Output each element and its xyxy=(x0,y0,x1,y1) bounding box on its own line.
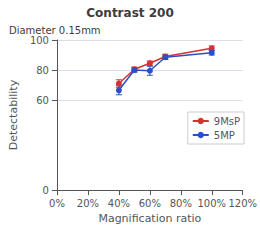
svg-text:20%: 20% xyxy=(77,198,99,209)
svg-text:100: 100 xyxy=(30,35,49,46)
svg-text:60: 60 xyxy=(36,95,49,106)
svg-text:Contrast 200: Contrast 200 xyxy=(86,6,173,20)
svg-text:0%: 0% xyxy=(49,198,65,209)
svg-text:Magnification ratio: Magnification ratio xyxy=(98,212,201,225)
svg-text:80: 80 xyxy=(36,65,49,76)
svg-text:120%: 120% xyxy=(228,198,257,209)
svg-text:40%: 40% xyxy=(108,198,130,209)
svg-text:Detectability: Detectability xyxy=(7,79,20,150)
svg-text:60%: 60% xyxy=(139,198,161,209)
svg-text:80%: 80% xyxy=(170,198,192,209)
svg-text:100%: 100% xyxy=(197,198,226,209)
svg-text:5MP: 5MP xyxy=(214,130,235,141)
svg-text:Diameter 0.15mm: Diameter 0.15mm xyxy=(9,25,101,36)
svg-text:0: 0 xyxy=(43,185,49,196)
svg-text:9MsP: 9MsP xyxy=(214,116,240,127)
